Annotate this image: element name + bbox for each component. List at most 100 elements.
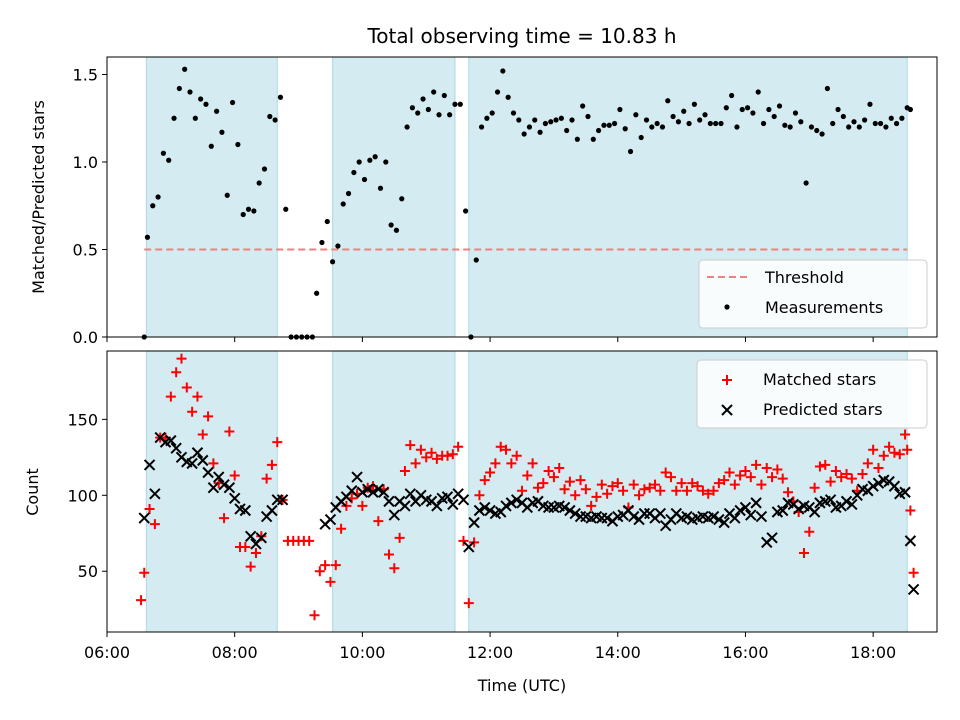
- matched-star-point: [389, 563, 400, 574]
- measurement-point: [388, 222, 394, 228]
- matched-star-point: [676, 478, 687, 489]
- measurement-point: [907, 106, 913, 113]
- y-tick-label: 0.0: [73, 328, 98, 347]
- measurement-point: [766, 106, 772, 113]
- measurement-point: [627, 148, 634, 155]
- measurement-point: [883, 124, 889, 130]
- matched-star-point: [570, 490, 581, 501]
- measurement-point: [182, 66, 188, 72]
- predicted-star-point: [484, 504, 496, 517]
- measurement-point: [229, 99, 236, 106]
- y-tick-label: 0.5: [73, 241, 98, 260]
- matched-star-point: [426, 447, 437, 458]
- measurement-point: [819, 131, 825, 137]
- matched-star-point: [804, 526, 815, 537]
- predicted-star-point: [170, 442, 182, 454]
- predicted-star-point: [346, 485, 358, 497]
- matched-star-point: [447, 449, 458, 460]
- matched-star-point: [756, 479, 767, 490]
- matched-star-point: [825, 476, 836, 487]
- matched-star-point: [357, 500, 368, 511]
- measurement-point: [463, 208, 469, 214]
- matched-star-point: [495, 441, 506, 452]
- predicted-star-point: [739, 501, 752, 514]
- measurement-point: [574, 136, 580, 142]
- matched-star-point: [665, 472, 676, 483]
- predicted-star-point: [149, 488, 161, 500]
- measurement-point: [447, 112, 453, 118]
- predicted-star-point: [186, 457, 198, 470]
- measurement-point: [521, 131, 527, 137]
- measurement-point: [729, 92, 735, 99]
- matched-star-point: [697, 485, 708, 496]
- matched-star-point: [479, 475, 490, 486]
- measurement-point: [393, 227, 400, 233]
- measurement-point: [272, 117, 278, 123]
- matched-star-point: [139, 567, 150, 578]
- measurement-point: [383, 159, 389, 165]
- matched-star-point: [650, 479, 661, 490]
- predicted-star-point: [388, 509, 401, 521]
- predicted-star-point: [888, 480, 901, 492]
- matched-star-point: [485, 467, 496, 478]
- y-tick-label: 150: [67, 410, 98, 429]
- measurement-point: [377, 185, 384, 191]
- matched-star-point: [751, 459, 762, 470]
- measurement-point: [862, 117, 868, 123]
- measurement-point: [367, 157, 373, 163]
- matched-star-point: [410, 458, 421, 469]
- measurement-point: [251, 208, 257, 214]
- matched-star-point: [745, 472, 756, 483]
- legend-box: [696, 359, 928, 429]
- matched-star-point: [373, 516, 384, 527]
- measurement-point: [345, 190, 352, 197]
- measurement-point: [319, 239, 325, 246]
- measurement-point: [324, 218, 330, 225]
- matched-star-point: [219, 513, 230, 524]
- measurement-point: [537, 129, 543, 135]
- measurement-point: [203, 101, 209, 107]
- predicted-star-point: [745, 509, 757, 521]
- predicted-star-point: [324, 513, 337, 526]
- predicted-star-point: [729, 512, 741, 524]
- ratio-panel: 0.0 0.5 1.0 1.5 Threshold Measurements: [73, 56, 938, 347]
- predicted-star-point: [165, 434, 177, 447]
- measurement-point: [516, 117, 522, 123]
- predicted-star-point: [191, 447, 204, 459]
- measurement-point: [792, 110, 799, 116]
- legend-measurement-swatch: [724, 304, 730, 310]
- measurement-point: [893, 120, 900, 127]
- measurement-point: [723, 105, 729, 111]
- measurement-point: [606, 122, 612, 128]
- measurement-point: [750, 110, 756, 116]
- measurement-point: [409, 105, 415, 111]
- predicted-star-point: [361, 483, 374, 495]
- measurement-point: [489, 110, 495, 116]
- matched-star-point: [708, 485, 719, 496]
- matched-star-point: [527, 458, 538, 469]
- matched-star-point: [261, 473, 272, 484]
- measurement-point: [436, 112, 442, 118]
- matched-star-point: [309, 610, 320, 621]
- predicted-star-point: [654, 507, 667, 520]
- measurement-point: [776, 103, 783, 109]
- predicted-star-point: [628, 510, 640, 523]
- measurement-point: [840, 113, 846, 120]
- predicted-star-point: [505, 497, 518, 509]
- measurement-point: [851, 119, 857, 125]
- predicted-star-point: [356, 486, 369, 498]
- matched-star-point: [548, 472, 559, 483]
- predicted-star-point: [255, 532, 268, 544]
- predicted-star-point: [383, 495, 395, 508]
- observing-window-0: [145, 56, 278, 338]
- measurement-point: [739, 106, 745, 113]
- measurement-point: [585, 113, 591, 120]
- predicted-star-point: [867, 480, 879, 492]
- matched-star-point: [458, 535, 469, 546]
- measurement-point: [590, 136, 596, 142]
- matched-star-point: [564, 476, 575, 487]
- matched-star-point: [580, 484, 591, 495]
- matched-star-point: [586, 500, 597, 511]
- matched-star-point: [644, 482, 655, 493]
